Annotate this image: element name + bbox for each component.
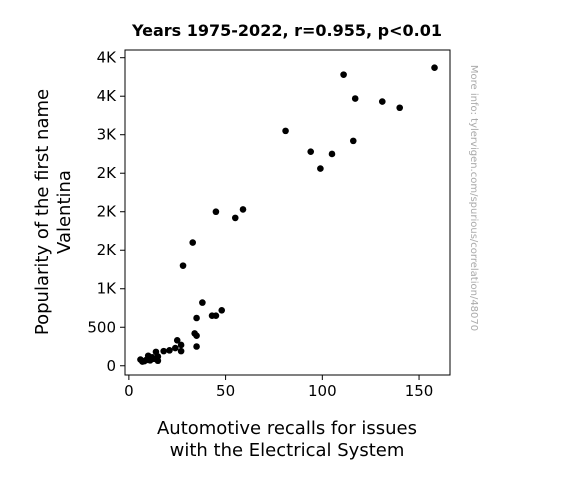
y-tick-label: 0 bbox=[106, 357, 116, 375]
y-tick-label: 2K bbox=[97, 164, 118, 182]
y-axis: 0 500 1K 2K 2K 2K 3K 4K 4K bbox=[87, 49, 125, 375]
data-point bbox=[177, 341, 185, 349]
x-tick-label: 0 bbox=[124, 382, 134, 400]
x-axis: 0 50 100 150 bbox=[124, 375, 433, 400]
data-point bbox=[351, 95, 359, 102]
plot-area-frame bbox=[124, 49, 451, 376]
data-point bbox=[307, 148, 315, 155]
y-axis-label-line-2: Valentina bbox=[54, 170, 75, 254]
x-axis-label-line-2: with the Electrical System bbox=[170, 440, 405, 461]
data-point bbox=[328, 150, 336, 158]
source-watermark: More info: tylervigen.com/spurious/corre… bbox=[468, 65, 479, 331]
data-point bbox=[239, 206, 247, 213]
data-point bbox=[212, 312, 220, 319]
data-point bbox=[193, 343, 200, 350]
y-tick-label: 3K bbox=[97, 126, 118, 144]
data-point bbox=[154, 357, 162, 365]
data-point bbox=[179, 262, 187, 269]
y-axis-label-line-1: Popularity of the first name bbox=[32, 89, 53, 335]
y-tick-label: 2K bbox=[97, 203, 118, 221]
data-point bbox=[193, 314, 200, 322]
data-point bbox=[431, 64, 438, 72]
data-point bbox=[349, 137, 357, 145]
chart-title: Years 1975-2022, r=0.955, p<0.01 bbox=[131, 21, 442, 40]
data-point bbox=[173, 337, 181, 344]
data-point bbox=[317, 165, 324, 172]
data-points bbox=[137, 64, 438, 365]
data-point bbox=[177, 347, 185, 355]
y-tick-label: 4K bbox=[97, 87, 118, 105]
data-point bbox=[218, 307, 226, 314]
data-point bbox=[396, 104, 404, 112]
data-point bbox=[212, 208, 220, 216]
data-point bbox=[340, 71, 347, 78]
y-tick-label: 1K bbox=[97, 280, 118, 298]
x-tick-label: 100 bbox=[308, 382, 337, 400]
x-tick-label: 150 bbox=[405, 382, 434, 400]
x-tick-label: 50 bbox=[216, 382, 235, 400]
data-point bbox=[171, 344, 179, 352]
data-point bbox=[193, 332, 200, 340]
y-tick-label: 500 bbox=[87, 318, 116, 336]
data-point bbox=[282, 127, 289, 135]
x-axis-label-line-1: Automotive recalls for issues bbox=[157, 418, 417, 439]
data-point bbox=[199, 299, 206, 306]
data-point bbox=[160, 347, 167, 355]
y-tick-label: 4K bbox=[97, 49, 118, 67]
data-point bbox=[231, 214, 239, 222]
y-tick-label: 2K bbox=[97, 241, 118, 259]
data-point bbox=[166, 347, 173, 354]
data-point bbox=[378, 98, 386, 105]
data-point bbox=[189, 239, 197, 246]
